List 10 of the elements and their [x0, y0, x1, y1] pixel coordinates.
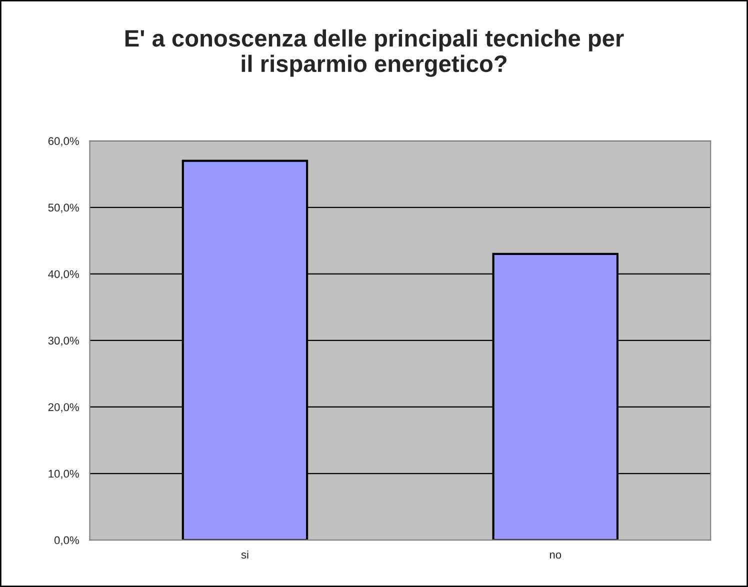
y-tick-label: 20,0%	[48, 403, 79, 412]
y-tick-label: 40,0%	[48, 270, 79, 280]
y-tick-label: 10,0%	[48, 470, 79, 479]
y-tick-label: 50,0%	[48, 204, 79, 213]
x-tick-label: no	[550, 552, 562, 559]
y-tick-label: 30,0%	[48, 336, 79, 346]
y-tick-label: 60,0%	[48, 137, 79, 146]
chart-title: E' a conoscenza delle principali tecniche per il risparmio energetico?	[125, 29, 624, 77]
x-tick-label: si	[241, 550, 248, 559]
y-tick-label: 0,0%	[54, 536, 79, 546]
